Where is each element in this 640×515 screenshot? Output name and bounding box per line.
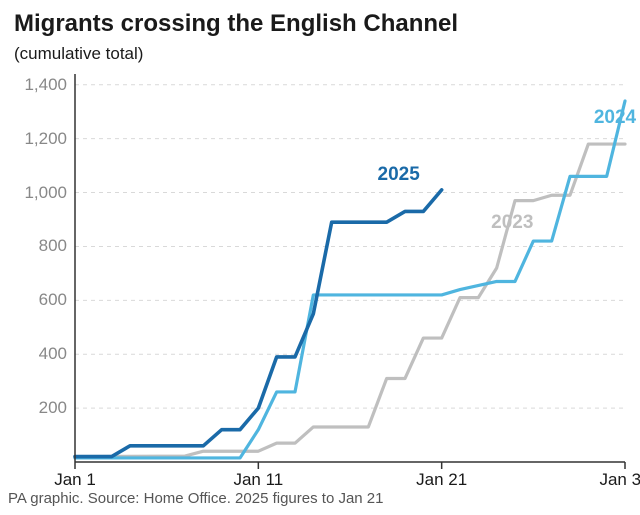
series-line-y2025 <box>75 190 442 457</box>
chart-svg <box>75 74 625 462</box>
y-tick-label: 600 <box>39 290 67 310</box>
chart-title: Migrants crossing the English Channel <box>14 10 458 38</box>
y-tick-label: 1,400 <box>24 75 67 95</box>
x-tick-label: Jan 31 <box>599 470 640 490</box>
figure-stage: Migrants crossing the English Channel (c… <box>0 0 640 515</box>
source-note: PA graphic. Source: Home Office. 2025 fi… <box>8 490 384 507</box>
series-line-y2024 <box>75 101 625 458</box>
y-tick-label: 400 <box>39 344 67 364</box>
y-tick-label: 200 <box>39 398 67 418</box>
x-tick-label: Jan 11 <box>233 470 283 490</box>
chart-subtitle: (cumulative total) <box>14 44 143 64</box>
x-tick-label: Jan 1 <box>54 470 96 490</box>
y-tick-label: 1,000 <box>24 183 67 203</box>
x-tick-label: Jan 21 <box>416 470 467 490</box>
y-tick-label: 1,200 <box>24 129 67 149</box>
chart-area <box>75 74 625 462</box>
series-label-y2025: 2025 <box>378 164 420 186</box>
y-tick-label: 800 <box>39 236 67 256</box>
series-label-y2024: 2024 <box>594 107 636 129</box>
series-label-y2023: 2023 <box>491 212 533 234</box>
